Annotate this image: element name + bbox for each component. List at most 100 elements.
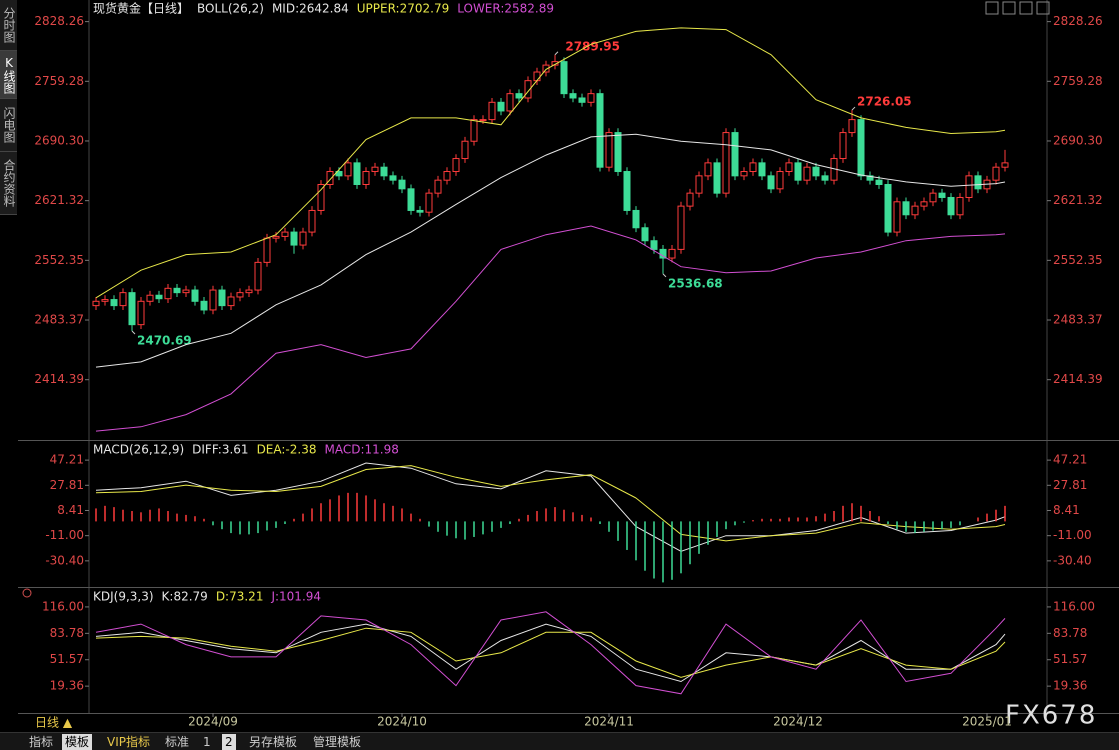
candle-body: [614, 132, 622, 173]
candle-body: [308, 209, 316, 233]
candle-body: [938, 192, 946, 198]
candle-body: [722, 132, 730, 194]
extreme-pointer: [662, 273, 667, 278]
extreme-label: 2536.68: [668, 276, 723, 290]
sidebar-tab[interactable]: 分时图: [0, 0, 17, 51]
indicator-name: BOLL(26,2): [197, 2, 264, 16]
y-tick-label: 83.78: [1053, 626, 1087, 640]
candle-body: [380, 166, 388, 177]
candle-body: [992, 166, 1000, 181]
background: [18, 0, 1119, 732]
candle-body: [164, 287, 172, 300]
candle-body: [596, 93, 604, 168]
button[interactable]: [1002, 1, 1016, 15]
candle-body: [956, 196, 964, 216]
toolbar-button[interactable]: 标准: [165, 735, 190, 749]
candle-body: [668, 248, 676, 259]
indicator-line: [95, 462, 1006, 552]
legend-entry: DIFF:3.61: [192, 443, 248, 457]
candle-body: [488, 101, 496, 121]
candle-body: [209, 289, 217, 311]
legend-entry: J:101.94: [270, 590, 321, 604]
y-tick-label: 2414.39: [34, 372, 84, 386]
candle-body: [218, 289, 226, 307]
panel-icon[interactable]: [22, 588, 32, 598]
button[interactable]: [1036, 1, 1050, 15]
candle-body: [389, 175, 397, 181]
candle-body: [848, 119, 856, 134]
candle-body: [236, 292, 244, 298]
candle-body: [110, 299, 118, 307]
candle-body: [542, 64, 550, 73]
plot: [95, 462, 1006, 583]
candle-body: [605, 132, 613, 168]
candle-body: [974, 175, 982, 190]
button[interactable]: [1019, 1, 1033, 15]
candle-body: [929, 192, 937, 203]
candle-body: [776, 171, 784, 190]
y-tick-label: 27.81: [50, 478, 84, 492]
toolbar-button[interactable]: 2: [222, 734, 236, 750]
candle-body: [200, 300, 208, 311]
y-tick-label: 116.00: [1053, 599, 1095, 613]
legend-entry: LOWER:2582.89: [457, 2, 554, 16]
sidebar-tab[interactable]: K线图: [0, 51, 17, 99]
chart: 日线 ▲ FX678 2828.26 2828.26 2759.28 2759.28 2…: [18, 0, 1119, 732]
candle-body: [416, 209, 424, 213]
window-buttons[interactable]: [985, 1, 1050, 15]
toolbar-button[interactable]: 管理模板: [313, 735, 362, 749]
candle-body: [821, 175, 829, 181]
candle-body: [884, 183, 892, 233]
plot: 2789.95 2726.05 2536.68 2470.69: [92, 27, 1009, 432]
sidebar-tab[interactable]: 合约资料: [0, 152, 17, 215]
candle-body: [839, 132, 847, 160]
candle-body: [344, 162, 352, 177]
candle-body: [650, 240, 658, 250]
candle-body: [1001, 162, 1009, 168]
candle-body: [254, 261, 262, 291]
candle-body: [299, 231, 307, 246]
y-tick-label: 2759.28: [1053, 74, 1103, 88]
candle-body: [875, 179, 883, 185]
candle-body: [866, 175, 874, 181]
button[interactable]: [985, 1, 999, 15]
candle-body: [677, 205, 685, 250]
indicator-line: [95, 225, 1006, 432]
candle-body: [623, 171, 631, 211]
y-tick-label: 2828.26: [1053, 14, 1103, 28]
candle-body: [92, 300, 100, 307]
y-tick-label: 2552.35: [34, 253, 84, 267]
toolbar-button[interactable]: VIP指标: [107, 735, 150, 749]
x-tick-label: 2025/01: [962, 715, 1012, 729]
candle-body: [173, 287, 181, 294]
candle-body: [497, 101, 505, 112]
candle-body: [767, 175, 775, 190]
toolbar-button[interactable]: 1: [203, 735, 211, 749]
indicator-line: [95, 133, 1006, 368]
x-tick-label: 2024/11: [584, 715, 634, 729]
y-tick-label: 2552.35: [1053, 253, 1103, 267]
period-label[interactable]: 日线 ▲: [35, 716, 73, 730]
candle-body: [632, 209, 640, 229]
toolbar-button[interactable]: 指标: [29, 735, 54, 749]
extreme-pointer: [851, 106, 856, 111]
candle-body: [524, 80, 532, 99]
candle-body: [119, 292, 127, 307]
candle-body: [812, 166, 820, 177]
toolbar-button[interactable]: 另存模板: [249, 735, 298, 749]
candle-body: [407, 188, 415, 211]
candle-body: [470, 119, 478, 142]
candle-body: [587, 93, 595, 103]
y-tick-label: -11.00: [1053, 528, 1092, 542]
extreme-pointer: [131, 330, 136, 335]
extreme-label: 2726.05: [857, 95, 912, 109]
panel-title: MACD(26,12,9): [93, 443, 184, 457]
extreme-pointer: [554, 51, 559, 56]
y-tick-label: 116.00: [42, 599, 84, 613]
candle-body: [704, 162, 712, 177]
candle-body: [353, 162, 361, 185]
sidebar-tab[interactable]: 闪电图: [0, 99, 17, 152]
toolbar-button[interactable]: 模板: [62, 734, 93, 750]
candle-body: [578, 97, 586, 103]
y-tick-label: 2621.32: [1053, 193, 1103, 207]
